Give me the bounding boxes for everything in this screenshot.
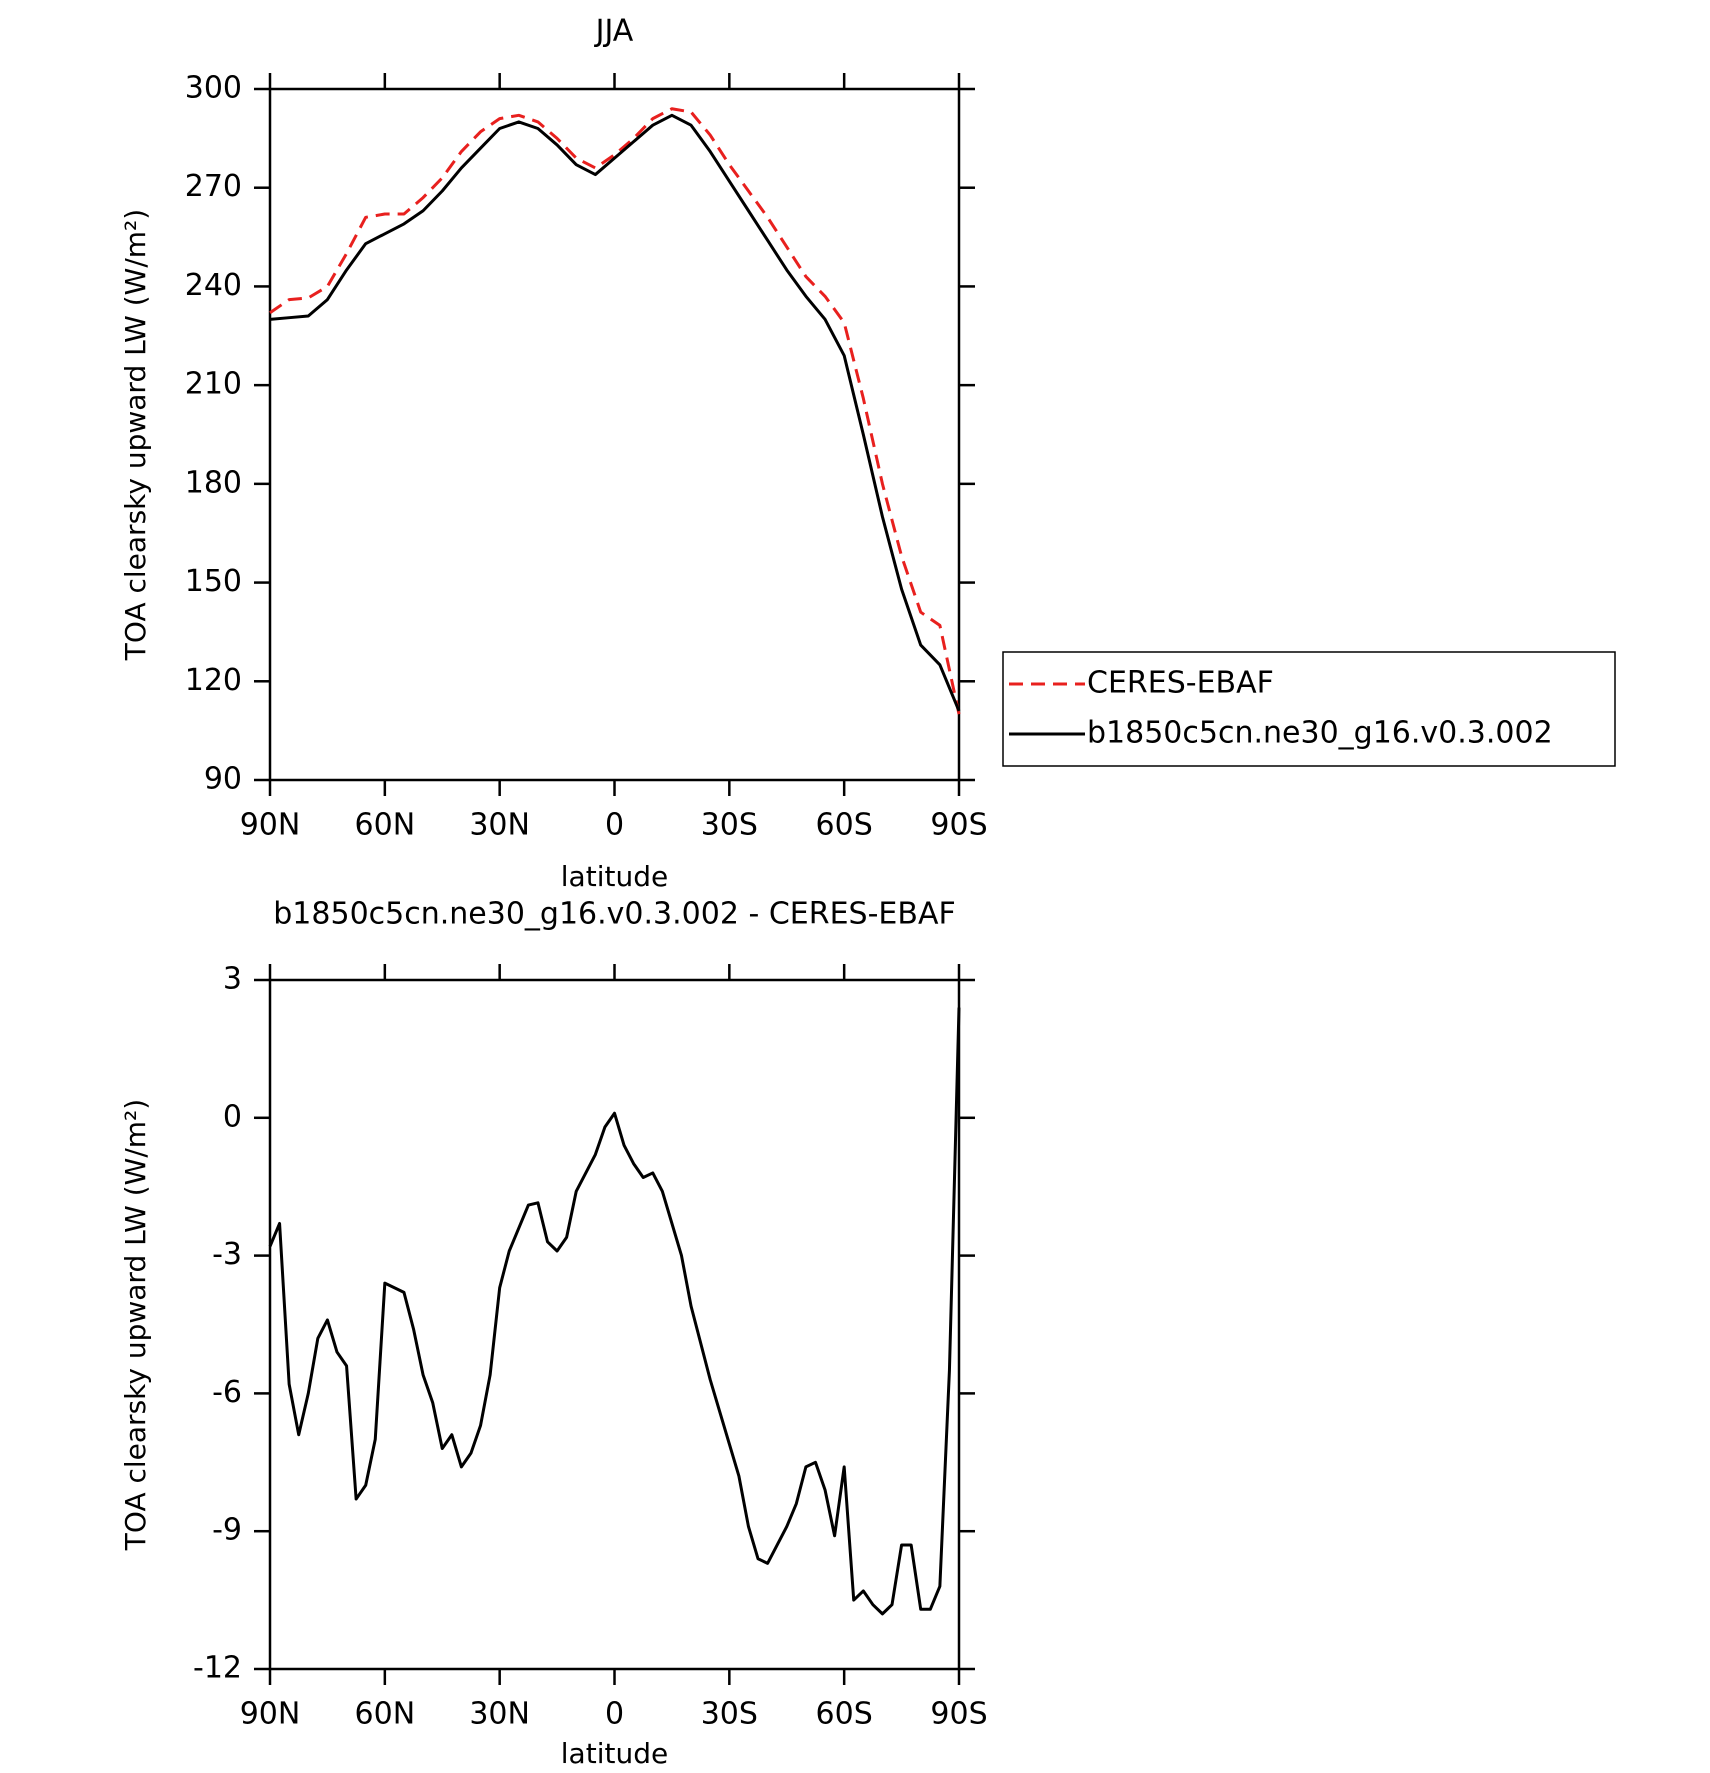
chart-title: b1850c5cn.ne30_g16.v0.3.002 - CERES-EBAF <box>273 897 955 932</box>
y-tick-label: 90 <box>204 762 242 797</box>
x-tick-label: 0 <box>605 1697 624 1732</box>
x-tick-label: 90N <box>240 808 301 843</box>
legend-box <box>1002 651 1616 767</box>
y-tick-label: -9 <box>212 1513 242 1548</box>
x-tick-label: 60S <box>816 1697 873 1732</box>
y-tick-label: 120 <box>185 663 242 698</box>
y-tick-label: 270 <box>185 169 242 204</box>
x-tick-label: 60S <box>816 808 873 843</box>
y-tick-label: -3 <box>212 1237 242 1272</box>
y-tick-label: 240 <box>185 268 242 303</box>
x-tick-label: 0 <box>605 808 624 843</box>
x-tick-label: 90S <box>930 1697 987 1732</box>
chart-title: JJA <box>594 14 634 49</box>
x-tick-label: 30S <box>701 1697 758 1732</box>
y-tick-label: 300 <box>185 71 242 106</box>
x-axis-label: latitude <box>561 1737 668 1770</box>
y-tick-label: 150 <box>185 564 242 599</box>
x-tick-label: 30S <box>701 808 758 843</box>
x-tick-label: 90N <box>240 1697 301 1732</box>
x-tick-label: 30N <box>469 808 530 843</box>
x-tick-label: 60N <box>355 1697 416 1732</box>
y-tick-label: 0 <box>223 1099 242 1134</box>
x-axis-label: latitude <box>561 860 668 893</box>
y-tick-label: 3 <box>223 962 242 997</box>
x-tick-label: 90S <box>930 808 987 843</box>
y-tick-label: 180 <box>185 465 242 500</box>
y-axis-label: TOA clearsky upward LW (W/m²) <box>119 1099 152 1551</box>
legend-label: CERES-EBAF <box>1087 666 1274 701</box>
y-tick-label: 210 <box>185 367 242 402</box>
plot-frame <box>268 978 961 1671</box>
x-tick-label: 60N <box>355 808 416 843</box>
x-tick-label: 30N <box>469 1697 530 1732</box>
y-axis-label: TOA clearsky upward LW (W/m²) <box>119 209 152 661</box>
legend-label: b1850c5cn.ne30_g16.v0.3.002 <box>1087 716 1553 751</box>
plot-frame <box>268 87 961 782</box>
y-tick-label: -12 <box>193 1651 242 1686</box>
series-line <box>269 113 961 712</box>
series-line <box>269 107 961 715</box>
series-line <box>268 1007 961 1616</box>
y-tick-label: -6 <box>212 1375 242 1410</box>
